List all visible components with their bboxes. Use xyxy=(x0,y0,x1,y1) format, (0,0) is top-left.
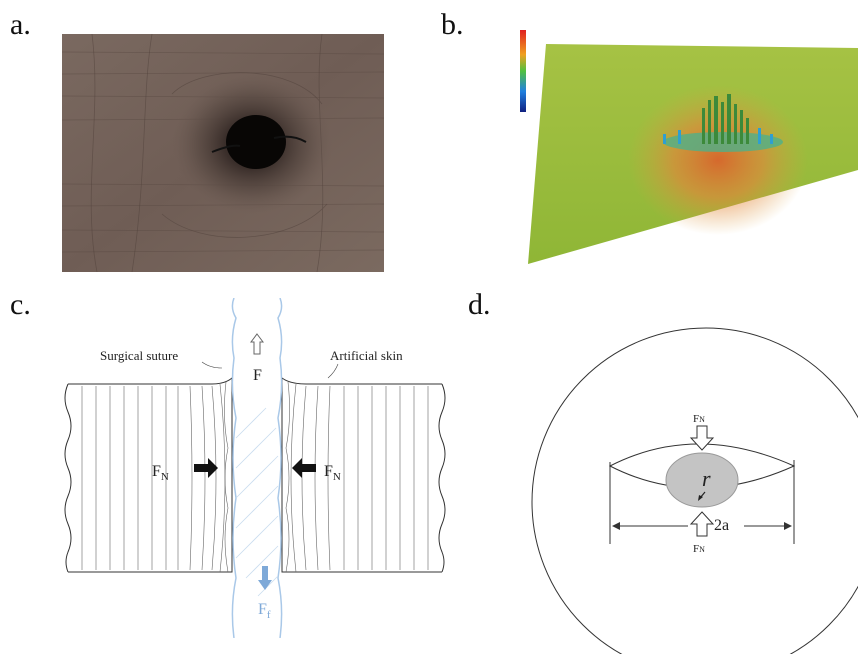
surface-topography-3d xyxy=(520,30,858,264)
bottom-normal-arrow xyxy=(689,511,715,537)
friction-force-label: Ff xyxy=(258,601,271,621)
panel-label-d: d. xyxy=(468,288,491,321)
top-normal-arrow xyxy=(689,425,715,451)
right-normal-force-label: FN xyxy=(324,463,341,483)
width-arrow-left xyxy=(612,522,620,530)
suture-cross-section xyxy=(665,452,739,508)
width-label: 2a xyxy=(714,517,729,534)
right-normal-arrow xyxy=(292,458,316,478)
contact-model-diagram: FN FN r 2a xyxy=(531,327,858,654)
outer-circle xyxy=(531,327,858,654)
left-skin-lines xyxy=(81,381,229,573)
right-skin-block xyxy=(281,377,446,573)
pull-force-label: F xyxy=(253,367,262,384)
skin-leader xyxy=(327,363,339,379)
left-normal-arrow xyxy=(194,458,218,478)
pull-arrow xyxy=(250,333,264,355)
panel-label-a: a. xyxy=(10,8,31,41)
bottom-normal-force-label: FN xyxy=(693,543,705,555)
left-skin-block xyxy=(64,376,233,573)
skin-label: Artificial skin xyxy=(330,348,403,363)
panel-label-c: c. xyxy=(10,288,31,321)
suture-thread xyxy=(231,298,283,638)
left-normal-force-label: FN xyxy=(152,463,169,483)
suture-leader xyxy=(201,361,223,369)
skin-puncture-micrograph xyxy=(62,34,384,272)
width-arrow-right xyxy=(784,522,792,530)
radius-label: r xyxy=(702,466,711,491)
friction-arrow xyxy=(258,566,272,590)
panel-label-b: b. xyxy=(441,8,464,41)
top-normal-force-label: FN xyxy=(693,413,705,425)
suture-skin-diagram: F Surgical suture Artificial skin FN FN … xyxy=(64,298,446,638)
suture-label: Surgical suture xyxy=(100,348,178,363)
right-skin-lines xyxy=(285,381,429,573)
